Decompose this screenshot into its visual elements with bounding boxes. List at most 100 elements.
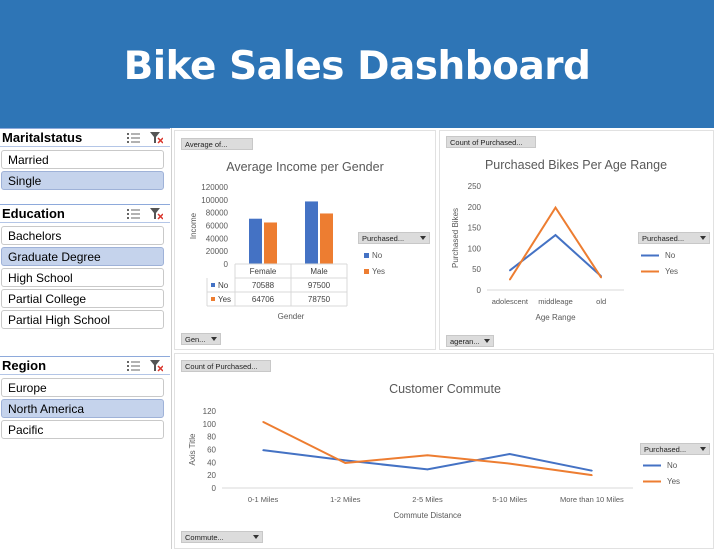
x-tick-label: middleage — [538, 297, 573, 306]
slicer-item-bachelors[interactable]: Bachelors — [1, 226, 164, 245]
y-axis-tick-label: 60 — [207, 446, 216, 455]
multi-select-icon[interactable] — [127, 208, 140, 220]
clear-filter-icon[interactable] — [150, 208, 163, 220]
legend-swatch-yes — [364, 269, 369, 274]
header-banner: Bike Sales Dashboard — [0, 0, 714, 128]
axis-field-label: Gen... — [185, 335, 206, 344]
table-cell: 64706 — [252, 295, 275, 304]
y-axis-title: Axis Title — [188, 433, 197, 466]
legend-label: Yes — [665, 267, 678, 276]
axis-field-label: ageran... — [450, 337, 480, 346]
table-cell: 78750 — [308, 295, 331, 304]
y-axis-tick-label: 100000 — [201, 196, 228, 205]
dropdown-arrow-icon — [253, 535, 259, 539]
slicer-header: Region — [0, 356, 170, 375]
value-field-button[interactable]: Average of... — [181, 138, 253, 150]
slicer-education: Education Bachelors Graduate Degree High… — [0, 204, 170, 329]
data-point-no — [591, 469, 593, 472]
bar-yes — [320, 213, 333, 264]
legend-field-button[interactable]: Purchased... — [640, 443, 710, 455]
multi-select-icon[interactable] — [127, 360, 140, 372]
x-tick-label: More than 10 Miles — [560, 495, 624, 504]
dropdown-arrow-icon — [211, 337, 217, 341]
axis-field-button[interactable]: Gen... — [181, 333, 221, 345]
data-point-no — [508, 453, 511, 455]
axis-field-label: Commute... — [185, 533, 224, 542]
slicer-item-high-school[interactable]: High School — [1, 268, 164, 287]
slicer-maritalstatus: Maritalstatus Married Single — [0, 128, 170, 190]
slicer-item-north-america[interactable]: North America — [1, 399, 164, 418]
slicer-item-pacific[interactable]: Pacific — [1, 420, 164, 439]
data-point-yes — [600, 276, 602, 279]
dropdown-arrow-icon — [420, 236, 426, 240]
data-point-yes — [554, 206, 557, 209]
table-legend-key — [211, 283, 215, 287]
chart-title: Customer Commute — [389, 382, 501, 396]
data-point-yes — [509, 278, 511, 281]
axis-field-button[interactable]: Commute... — [181, 531, 263, 543]
legend-swatch-no — [364, 253, 369, 258]
y-axis-tick-label: 100 — [468, 244, 482, 253]
bar-no — [249, 218, 262, 264]
clear-filter-icon[interactable] — [150, 132, 163, 144]
value-field-button[interactable]: Count of Purchased... — [446, 136, 536, 148]
axis-field-button[interactable]: ageran... — [446, 335, 494, 347]
legend-label: No — [667, 461, 678, 470]
y-axis-title: Income — [189, 212, 198, 239]
dashboard-title: Bike Sales Dashboard — [123, 44, 591, 89]
legend-field-button[interactable]: Purchased... — [358, 232, 430, 244]
y-axis-tick-label: 20000 — [206, 247, 229, 256]
legend-field-button[interactable]: Purchased... — [638, 232, 710, 244]
table-cell: 70588 — [252, 281, 275, 290]
table-header: Male — [310, 267, 328, 276]
x-tick-label: adolescent — [492, 297, 529, 306]
x-axis-title: Age Range — [535, 313, 576, 322]
multi-select-icon[interactable] — [127, 132, 140, 144]
slicer-header: Education — [0, 204, 170, 223]
slicer-item-partial-college[interactable]: Partial College — [1, 289, 164, 308]
data-point-no — [600, 275, 602, 278]
legend-label: Yes — [372, 267, 385, 276]
data-point-no — [509, 269, 511, 272]
commute-chart-panel: Count of Purchased... Purchased... Commu… — [174, 353, 714, 549]
slicer-title: Maritalstatus — [2, 130, 83, 145]
slicer-item-single[interactable]: Single — [1, 171, 164, 190]
data-point-yes — [344, 462, 347, 464]
slicer-title: Education — [2, 206, 65, 221]
legend-label: No — [372, 251, 383, 260]
dropdown-arrow-icon — [484, 339, 490, 343]
y-axis-tick-label: 250 — [468, 182, 482, 191]
y-axis-tick-label: 0 — [212, 484, 217, 493]
slicer-region: Region Europe North America Pacific — [0, 356, 170, 439]
slicer-column: Maritalstatus Married Single Education — [0, 128, 172, 549]
x-axis-title: Gender — [278, 312, 305, 321]
dropdown-arrow-icon — [700, 236, 706, 240]
y-axis-tick-label: 150 — [468, 224, 482, 233]
value-field-button[interactable]: Count of Purchased... — [181, 360, 271, 372]
slicer-item-partial-high-school[interactable]: Partial High School — [1, 310, 164, 329]
y-axis-tick-label: 0 — [477, 286, 482, 295]
series-line-no — [509, 233, 602, 278]
series-line-no — [262, 449, 593, 472]
slicer-header: Maritalstatus — [0, 128, 170, 147]
income-chart-panel: Average of... Purchased... Gen... Averag… — [174, 130, 436, 350]
y-axis-tick-label: 120000 — [201, 183, 228, 192]
slicer-item-married[interactable]: Married — [1, 150, 164, 169]
legend-label: Yes — [667, 477, 680, 486]
slicer-item-europe[interactable]: Europe — [1, 378, 164, 397]
data-point-no — [344, 459, 347, 462]
legend-label: No — [665, 251, 676, 260]
legend-field-label: Purchased... — [644, 445, 687, 454]
slicer-item-graduate-degree[interactable]: Graduate Degree — [1, 247, 164, 266]
chart-title: Average Income per Gender — [226, 160, 384, 174]
y-axis-tick-label: 40000 — [206, 234, 229, 243]
x-tick-label: 5-10 Miles — [492, 495, 527, 504]
y-axis-title: Purchased Bikes — [451, 208, 460, 268]
data-point-no — [426, 468, 429, 471]
y-axis-tick-label: 50 — [472, 265, 481, 274]
y-axis-tick-label: 20 — [207, 471, 216, 480]
clear-filter-icon[interactable] — [150, 360, 163, 372]
x-tick-label: 1-2 Miles — [330, 495, 361, 504]
data-point-yes — [591, 474, 593, 476]
x-tick-label: 0-1 Miles — [248, 495, 279, 504]
